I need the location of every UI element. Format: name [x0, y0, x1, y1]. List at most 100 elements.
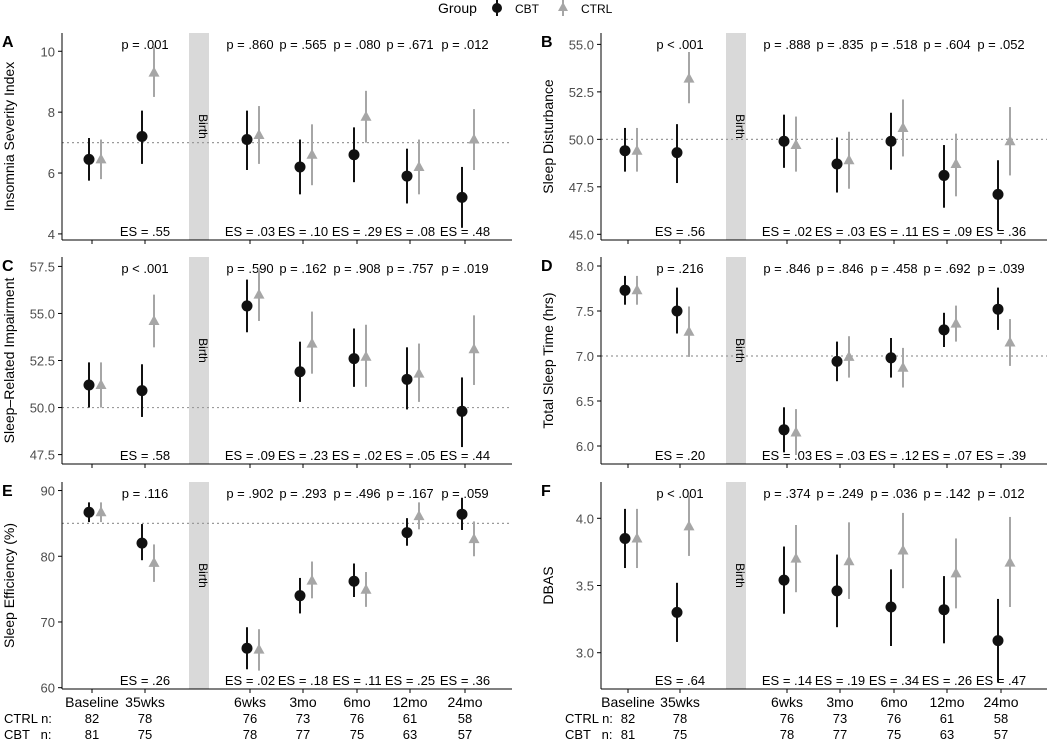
x-tick-label: 6mo — [343, 694, 370, 710]
effect-size-label: ES = .36 — [976, 224, 1026, 239]
panel-letter: B — [541, 34, 553, 51]
p-value-label: p = .249 — [816, 486, 863, 501]
p-value-label: p = .019 — [441, 261, 488, 276]
cbt-marker — [348, 575, 360, 587]
legend-item-cbt: CBT — [492, 0, 540, 16]
p-value-label: p = .059 — [441, 486, 488, 501]
cbt-point — [456, 377, 468, 448]
ctrl-point — [1004, 516, 1016, 608]
n-ctrl-value: 82 — [85, 711, 99, 726]
cbt-marker — [778, 574, 790, 586]
cbt-point — [831, 554, 843, 628]
ctrl-point — [253, 268, 265, 321]
p-value-label: p = .671 — [386, 37, 433, 52]
cbt-point — [671, 287, 683, 334]
cbt-marker — [831, 355, 843, 367]
effect-size-label: ES = .36 — [440, 673, 490, 688]
cbt-point — [136, 364, 148, 417]
ctrl-marker — [790, 552, 802, 563]
y-axis-label: Insomnia Severity Index — [1, 62, 17, 211]
ctrl-point — [843, 336, 855, 378]
ctrl-marker — [148, 66, 160, 77]
p-value-label: p = .374 — [763, 486, 810, 501]
p-value-label: p = .052 — [977, 37, 1024, 52]
x-tick-label: 12mo — [392, 694, 427, 710]
n-cbt-value: 81 — [621, 727, 635, 742]
ctrl-point — [950, 538, 962, 609]
ctrl-marker — [360, 350, 372, 361]
birth-band — [189, 482, 209, 689]
y-tick-label: 7.0 — [576, 349, 594, 364]
ctrl-point — [95, 139, 107, 180]
n-cbt-value: 57 — [458, 727, 472, 742]
n-ctrl-value: 76 — [350, 711, 364, 726]
cbt-marker — [671, 305, 683, 317]
effect-size-label: ES = .07 — [922, 448, 972, 463]
cbt-point — [136, 524, 148, 561]
cbt-marker — [456, 191, 468, 203]
p-value-label: p = .167 — [386, 486, 433, 501]
y-tick-label: 90 — [41, 484, 55, 499]
ctrl-marker — [468, 533, 480, 544]
effect-size-label: ES = .20 — [655, 448, 705, 463]
ctrl-marker — [253, 643, 265, 654]
ctrl-point — [1004, 107, 1016, 176]
ctrl-point — [631, 508, 643, 569]
cbt-marker — [401, 527, 413, 539]
cbt-point — [401, 148, 413, 204]
y-tick-label: 8 — [48, 105, 55, 120]
birth-band — [726, 33, 746, 240]
effect-size-label: ES = .58 — [120, 448, 170, 463]
cbt-marker — [401, 373, 413, 385]
cbt-point — [456, 166, 468, 228]
effect-size-label: ES = .23 — [278, 448, 328, 463]
ctrl-point — [413, 502, 425, 530]
cbt-marker — [348, 149, 360, 161]
cbt-point — [831, 137, 843, 193]
effect-size-label: ES = .03 — [815, 224, 865, 239]
ctrl-point — [790, 116, 802, 172]
ctrl-point — [360, 572, 372, 607]
p-value-label: p = .846 — [763, 261, 810, 276]
panel-c: Birth 47.5 50.0 52.5 55.0 57.5 Sleep–Related I… — [1, 257, 512, 468]
p-value-label: p = .036 — [870, 486, 917, 501]
cbt-point — [778, 114, 790, 168]
cbt-marker — [671, 606, 683, 618]
ctrl-marker — [843, 555, 855, 566]
birth-label: Birth — [733, 338, 747, 363]
cbt-marker — [992, 303, 1004, 315]
n-cbt-value: 78 — [243, 727, 257, 742]
x-tick-label: 12mo — [929, 694, 964, 710]
effect-size-label: ES = .29 — [332, 224, 382, 239]
effect-size-label: ES = .18 — [278, 673, 328, 688]
ctrl-point — [148, 45, 160, 97]
y-tick-label: 70 — [41, 615, 55, 630]
x-tick-label: 35wks — [660, 694, 700, 710]
ctrl-marker — [360, 110, 372, 121]
ctrl-point — [148, 544, 160, 582]
ctrl-marker — [683, 325, 695, 336]
cbt-marker — [619, 532, 631, 544]
p-value-label: p = .142 — [923, 486, 970, 501]
legend-item-ctrl: CTRL — [558, 0, 613, 16]
birth-label: Birth — [196, 114, 210, 139]
ctrl-marker — [683, 72, 695, 83]
cbt-point — [456, 497, 468, 530]
ctrl-marker — [253, 288, 265, 299]
effect-size-label: ES = .56 — [655, 224, 705, 239]
n-cbt-value: 75 — [673, 727, 687, 742]
cbt-marker — [294, 161, 306, 173]
n-ctrl-value: 76 — [780, 711, 794, 726]
cbt-point — [619, 508, 631, 569]
ctrl-point — [253, 106, 265, 164]
y-tick-label: 50.0 — [30, 401, 55, 416]
ctrl-marker — [631, 144, 643, 155]
y-tick-label: 6.5 — [576, 394, 594, 409]
panel-letter: F — [541, 483, 551, 500]
ctrl-marker — [950, 567, 962, 578]
n-ctrl-value: 61 — [940, 711, 954, 726]
x-tick-label: Baseline — [65, 694, 119, 710]
n-table-right: CTRL n: CBT n: — [565, 711, 613, 742]
cbt-point — [992, 287, 1004, 330]
cbt-marker — [619, 145, 631, 157]
